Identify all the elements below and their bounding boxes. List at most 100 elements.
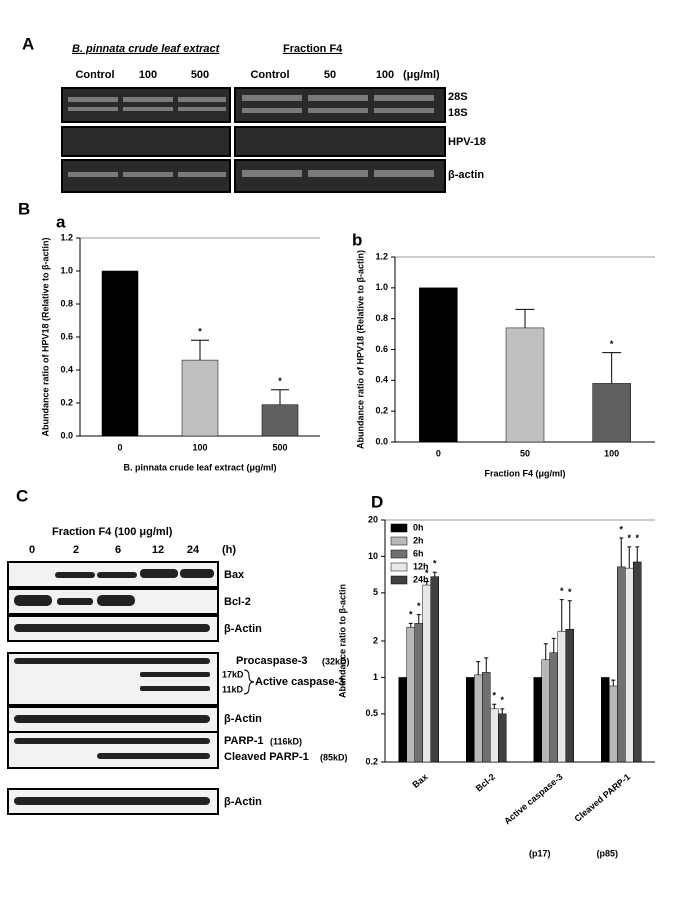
y-tick-label: 1.0 — [375, 282, 388, 292]
significance: * — [627, 533, 631, 543]
bar — [419, 287, 458, 443]
lane-label: 500 — [191, 69, 209, 81]
lane-label: Control — [75, 69, 114, 81]
legend-swatch — [390, 523, 408, 533]
significance: * — [492, 691, 496, 701]
x-tick-label: 500 — [272, 442, 287, 452]
x-tick-label: Cleaved PARP-1 — [573, 772, 633, 824]
x-tick-label: Bax — [410, 772, 429, 790]
error-bar — [408, 622, 413, 628]
row-label: β-Actin — [224, 796, 262, 808]
bracket — [243, 669, 255, 695]
bar — [565, 629, 574, 763]
row-label: Bcl-2 — [224, 596, 251, 608]
error-bar — [191, 339, 209, 361]
bar — [617, 566, 626, 763]
row-label: (85kD) — [320, 752, 348, 762]
bar — [541, 659, 550, 763]
bar — [398, 677, 407, 763]
y-axis-label: Abundance ratio of HPV18 (Relative to β-… — [40, 237, 50, 436]
row-label: Procaspase-3 — [236, 655, 308, 667]
legend-swatch — [390, 549, 408, 559]
bar — [625, 567, 634, 763]
significance: * — [198, 327, 202, 337]
row-label: (32kD) — [322, 656, 350, 666]
row-label: (116kD) — [270, 736, 302, 746]
bar — [633, 561, 642, 763]
bar — [482, 672, 491, 763]
x-tick-label: Active caspase-3 — [502, 772, 564, 827]
bar — [592, 383, 631, 443]
row-label: Bax — [224, 569, 245, 581]
x-tick-note: (p85) — [596, 848, 618, 858]
error-bar — [432, 571, 437, 577]
y-tick-label: 1.2 — [375, 251, 388, 261]
panel-label: a — [56, 212, 66, 231]
error-bar — [416, 614, 421, 624]
x-tick-label: 100 — [604, 448, 619, 458]
group-label: Fraction F4 — [283, 43, 343, 55]
treatment-label: Fraction F4 (100 μg/ml) — [52, 526, 173, 538]
blot-bands — [14, 569, 214, 805]
error-bar — [602, 352, 622, 384]
error-bar — [559, 599, 564, 632]
bar — [533, 677, 542, 763]
lane-label: 24 — [187, 544, 200, 556]
row-label: 18S — [448, 107, 468, 119]
error-bar — [492, 703, 497, 709]
y-tick-label: 0.8 — [60, 298, 73, 308]
bar — [557, 631, 566, 763]
lane-label: 2 — [73, 544, 79, 556]
error-bar — [611, 679, 616, 686]
y-tick-label: 2 — [373, 635, 378, 645]
error-bar — [424, 581, 429, 586]
y-axis-label: Abundance ratio of HPV18 (Relative to β-… — [355, 250, 365, 449]
lane-label: 0 — [29, 544, 35, 556]
error-bar — [567, 600, 572, 630]
y-axis-label: Abundance ratio to β-actin — [337, 584, 347, 698]
significance: * — [417, 601, 421, 611]
bar — [422, 584, 431, 763]
significance: * — [635, 533, 639, 543]
row-label: β-Actin — [224, 713, 262, 725]
y-tick-label: 1 — [373, 672, 378, 682]
lane-label: 100 — [376, 69, 394, 81]
row-label: 17kD — [222, 669, 244, 679]
significance: * — [409, 610, 413, 620]
lane-label: 12 — [152, 544, 164, 556]
y-tick-label: 0.4 — [60, 364, 73, 374]
legend-swatch — [390, 562, 408, 572]
panel-label: D — [371, 492, 383, 511]
bar — [466, 677, 475, 763]
legend-swatch — [390, 575, 408, 585]
x-axis-label: B. pinnata crude leaf extract (μg/ml) — [123, 462, 276, 472]
bar — [430, 576, 439, 763]
unit-label: (h) — [222, 544, 236, 556]
y-tick-label: 0.2 — [375, 406, 388, 416]
bar — [101, 270, 139, 437]
significance: * — [560, 586, 564, 596]
lane-label: 50 — [324, 69, 336, 81]
y-tick-label: 0.2 — [60, 397, 73, 407]
lane-label: Control — [250, 69, 289, 81]
y-tick-label: 20 — [368, 514, 378, 524]
x-tick-label: 0 — [436, 448, 441, 458]
gel — [61, 87, 446, 193]
y-tick-label: 0.6 — [375, 344, 388, 354]
error-bar — [476, 661, 481, 675]
y-tick-label: 0.2 — [365, 756, 378, 766]
legend-label: 0h — [413, 522, 424, 532]
significance: * — [433, 559, 437, 569]
bar — [549, 652, 558, 763]
y-tick-label: 0.0 — [60, 430, 73, 440]
y-tick-label: 5 — [373, 587, 378, 597]
legend-label: 6h — [413, 548, 424, 558]
row-label: PARP-1 — [224, 735, 264, 747]
row-label: 28S — [448, 91, 468, 103]
y-tick-label: 0.5 — [365, 708, 378, 718]
row-label: HPV-18 — [448, 136, 486, 148]
lane-label: 100 — [139, 69, 157, 81]
bar — [498, 713, 507, 763]
y-tick-label: 1.0 — [60, 265, 73, 275]
